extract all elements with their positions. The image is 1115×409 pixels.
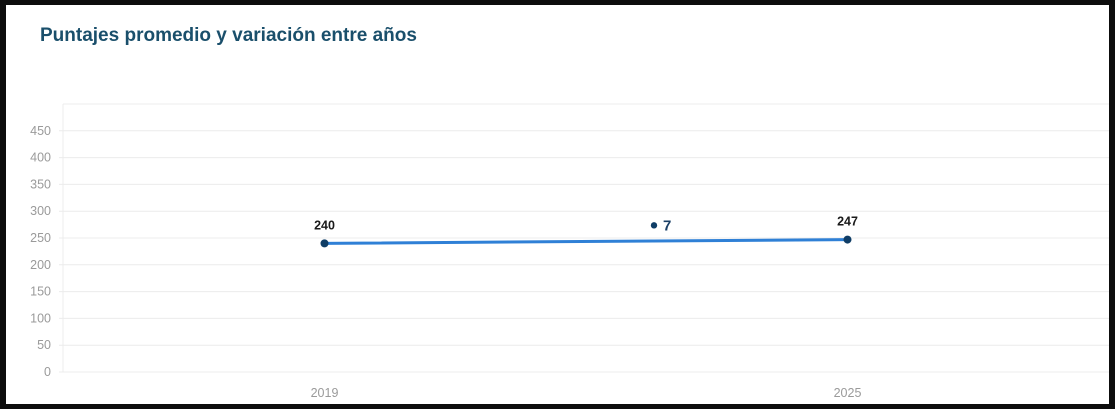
y-tick-label: 0 <box>44 365 51 379</box>
data-label: 240 <box>314 218 335 232</box>
y-axis-ticks: 0 50 100 150 200 250 300 350 400 450 <box>30 124 51 379</box>
data-label: 247 <box>837 215 858 229</box>
series-line <box>323 238 849 245</box>
gridlines <box>59 103 1109 373</box>
series <box>320 235 852 248</box>
chart-title: Puntajes promedio y variación entre años <box>40 25 417 46</box>
y-tick-label: 450 <box>30 124 51 138</box>
x-axis-ticks: 2019 2025 <box>311 386 862 400</box>
y-tick-label: 150 <box>30 285 51 299</box>
y-tick-label: 350 <box>30 177 51 191</box>
data-point[interactable] <box>843 235 852 244</box>
variation-label: 7 <box>663 217 671 234</box>
data-labels: 240 247 7 <box>314 215 858 235</box>
y-tick-label: 200 <box>30 258 51 272</box>
y-tick-label: 250 <box>30 231 51 245</box>
x-tick-label: 2025 <box>834 386 862 400</box>
y-tick-label: 400 <box>30 151 51 165</box>
y-tick-label: 100 <box>30 311 51 325</box>
y-tick-label: 50 <box>37 338 51 352</box>
data-point[interactable] <box>320 239 329 248</box>
variation-marker <box>650 222 658 229</box>
x-tick-label: 2019 <box>311 386 339 400</box>
y-tick-label: 300 <box>30 204 51 218</box>
